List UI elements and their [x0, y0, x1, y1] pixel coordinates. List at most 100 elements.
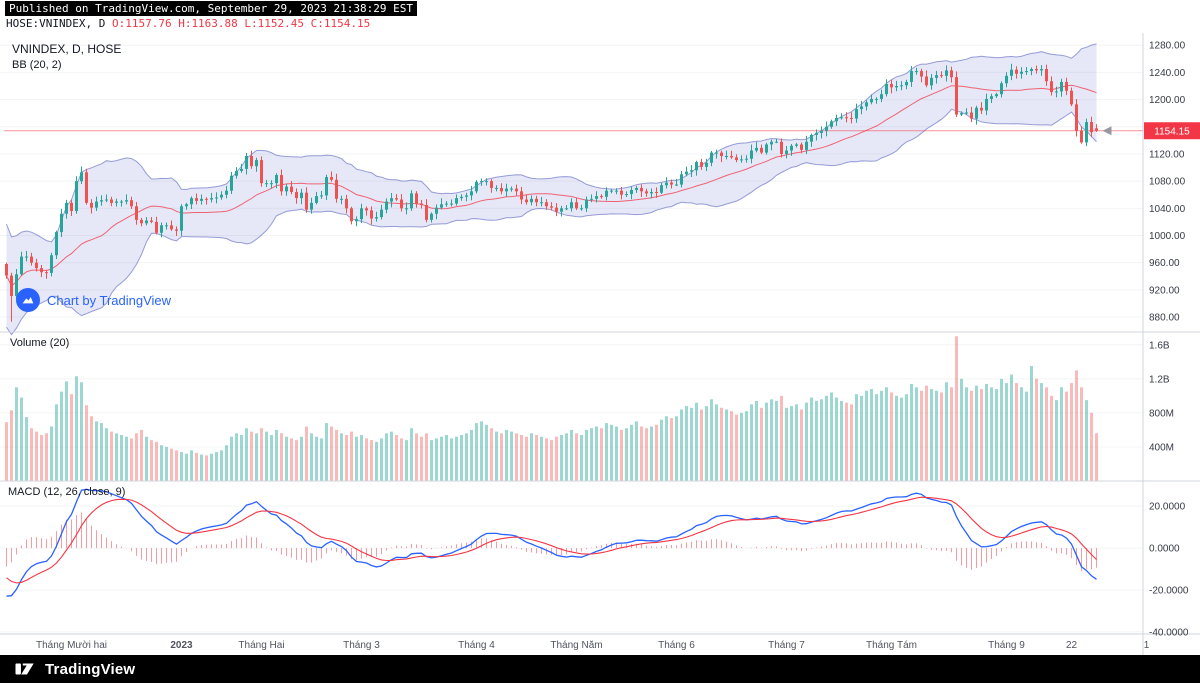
candle-body [35, 262, 38, 269]
candle-body [870, 98, 873, 103]
volume-bar [1015, 383, 1018, 481]
volume-bar [370, 440, 373, 481]
volume-bar [350, 431, 353, 481]
volume-bar [85, 405, 88, 481]
volume-bar [145, 436, 148, 481]
volume-bar [655, 424, 658, 481]
footer-bar: TradingView [0, 655, 1200, 683]
candle-body [435, 207, 438, 214]
volume-bar [135, 433, 138, 481]
volume-bar [100, 423, 103, 481]
candle-body [610, 190, 613, 192]
volume-bar [835, 397, 838, 481]
volume-bar [70, 394, 73, 481]
candle-body [340, 198, 343, 200]
volume-bar [260, 428, 263, 481]
candle-body [760, 147, 763, 153]
volume-bar [485, 424, 488, 481]
candle-body [715, 152, 718, 154]
candle-body [1065, 81, 1068, 91]
volume-bar [855, 394, 858, 481]
tradingview-footer-logo-icon[interactable] [13, 659, 38, 679]
candle-body [365, 208, 368, 211]
volume-bar [10, 410, 13, 481]
candle-body [960, 113, 963, 115]
candle-body [850, 117, 853, 119]
volume-bar [455, 436, 458, 481]
candle-body [250, 155, 253, 167]
volume-bar [515, 433, 518, 481]
candle-body [140, 219, 143, 224]
time-axis-label: Tháng 9 [988, 640, 1025, 651]
time-axis-label: Tháng Tám [866, 640, 917, 651]
candle-body [405, 208, 408, 210]
volume-bar [170, 448, 173, 481]
volume-bar [255, 433, 258, 481]
candle-body [130, 200, 133, 207]
volume-bar [235, 433, 238, 481]
candle-body [1080, 130, 1083, 143]
candle-body [520, 191, 523, 200]
volume-bar [585, 429, 588, 481]
candle-body [515, 188, 518, 192]
volume-bar [240, 435, 243, 481]
volume-bar [860, 395, 863, 481]
volume-bar [610, 424, 613, 481]
candle-body [220, 194, 223, 198]
volume-bar [965, 387, 968, 481]
volume-bar [30, 428, 33, 481]
volume-bar [685, 406, 688, 481]
volume-bar [25, 417, 28, 481]
volume-bar [465, 433, 468, 481]
candle-body [650, 192, 653, 194]
candle-body [600, 196, 603, 198]
volume-bar [200, 454, 203, 481]
candle-body [1090, 122, 1093, 133]
volume-bar [760, 407, 763, 481]
candle-body [445, 203, 448, 205]
volume-bar [410, 428, 413, 481]
candle-body [360, 208, 363, 220]
volume-bar [605, 423, 608, 481]
volume-bar [475, 423, 478, 481]
candle-body [675, 184, 678, 186]
candle-body [1020, 71, 1023, 74]
volume-bar [245, 428, 248, 481]
volume-bar [510, 431, 513, 481]
candle-body [100, 200, 103, 202]
candle-body [1010, 69, 1013, 76]
candle-body [330, 177, 333, 180]
candle-body [485, 181, 488, 183]
ohlc-values: O:1157.76 H:1163.88 L:1152.45 C:1154.15 [111, 17, 371, 30]
candle-body [290, 186, 293, 193]
candle-body [915, 71, 918, 73]
candle-body [470, 191, 473, 196]
volume-bar [1025, 391, 1028, 481]
volume-bar [595, 426, 598, 481]
volume-bar [1080, 387, 1083, 481]
volume-bar [300, 436, 303, 481]
volume-bar [460, 435, 463, 481]
volume-bar [405, 440, 408, 481]
volume-bar [385, 433, 388, 481]
volume-bar [785, 407, 788, 481]
candle-body [895, 86, 898, 88]
candle-body [275, 175, 278, 184]
candle-body [595, 196, 598, 199]
candle-body [195, 198, 198, 201]
volume-bar [75, 376, 78, 481]
volume-bar [490, 428, 493, 481]
candle-body [950, 70, 953, 78]
candle-body [410, 193, 413, 209]
tradingview-attribution-link[interactable]: Chart by TradingView [16, 288, 171, 312]
volume-bar [120, 435, 123, 481]
candle-body [490, 181, 493, 188]
volume-bar [840, 400, 843, 481]
tradingview-wordmark[interactable]: TradingView [45, 660, 136, 678]
candle-body [655, 192, 658, 194]
volume-bar [1085, 400, 1088, 481]
volume-bar [700, 409, 703, 481]
volume-bar [745, 411, 748, 481]
candle-body [325, 177, 328, 196]
